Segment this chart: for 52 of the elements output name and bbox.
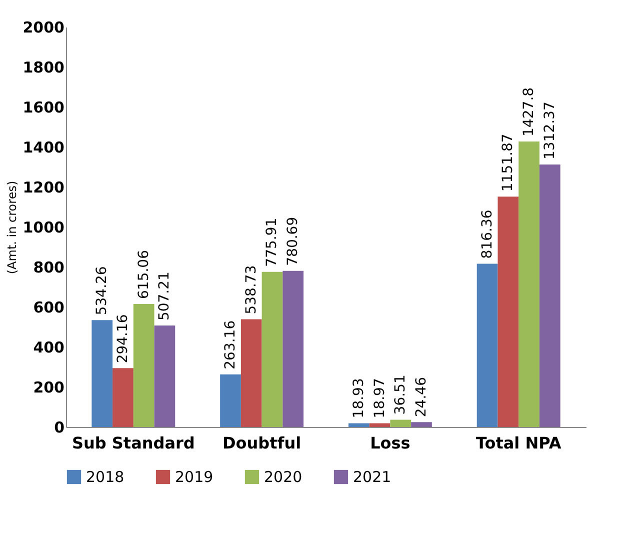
bar xyxy=(498,196,519,427)
legend-label: 2021 xyxy=(353,468,392,486)
y-tick-label: 1800 xyxy=(22,58,64,76)
y-tick-label: 400 xyxy=(33,338,64,356)
bar xyxy=(262,272,283,427)
y-tick-label: 0 xyxy=(54,418,64,436)
x-tick-label: Sub Standard xyxy=(72,434,195,452)
y-tick-label: 1400 xyxy=(22,138,64,156)
y-tick-label: 1600 xyxy=(22,98,64,116)
y-axis-title: (Amt. in crores) xyxy=(4,180,19,274)
bar xyxy=(220,374,241,427)
x-tick-label: Total NPA xyxy=(476,434,562,452)
legend-label: 2020 xyxy=(264,468,302,486)
data-label: 18.97 xyxy=(372,378,388,418)
data-label: 1312.37 xyxy=(542,102,558,160)
y-tick-label: 1000 xyxy=(22,218,64,236)
data-label: 18.93 xyxy=(350,378,367,418)
y-tick-label: 200 xyxy=(33,378,64,396)
legend-label: 2018 xyxy=(86,468,124,486)
data-label: 294.16 xyxy=(114,314,131,364)
legend-label: 2019 xyxy=(175,468,214,486)
data-label: 1427.8 xyxy=(521,87,538,136)
bar xyxy=(390,420,412,427)
bar xyxy=(112,368,134,427)
bar xyxy=(92,320,113,427)
bar xyxy=(518,141,540,427)
data-label: 263.16 xyxy=(222,320,239,370)
bar xyxy=(369,423,390,427)
y-tick-label: 600 xyxy=(33,298,64,316)
data-label: 36.51 xyxy=(392,374,409,415)
data-label: 615.06 xyxy=(136,250,152,299)
y-tick-label: 800 xyxy=(33,258,64,276)
bar xyxy=(240,319,262,427)
data-label: 534.26 xyxy=(94,266,110,316)
data-label: 775.91 xyxy=(264,218,280,267)
data-label: 1151.87 xyxy=(500,134,516,192)
bar xyxy=(154,326,176,427)
bar xyxy=(539,164,560,427)
x-tick-label: Loss xyxy=(370,434,410,452)
bar xyxy=(476,264,498,427)
bar xyxy=(411,422,432,427)
data-label: 816.36 xyxy=(479,210,496,259)
data-label: 24.46 xyxy=(413,376,430,418)
bar xyxy=(282,270,304,427)
x-tick-label: Doubtful xyxy=(222,434,302,452)
bar xyxy=(133,304,154,427)
data-label: 780.69 xyxy=(285,216,302,266)
bar xyxy=(348,423,370,427)
data-label: 507.21 xyxy=(156,272,173,321)
y-tick-label: 1200 xyxy=(22,178,64,196)
y-tick-label: 2000 xyxy=(22,18,64,36)
data-label: 538.73 xyxy=(243,265,260,314)
